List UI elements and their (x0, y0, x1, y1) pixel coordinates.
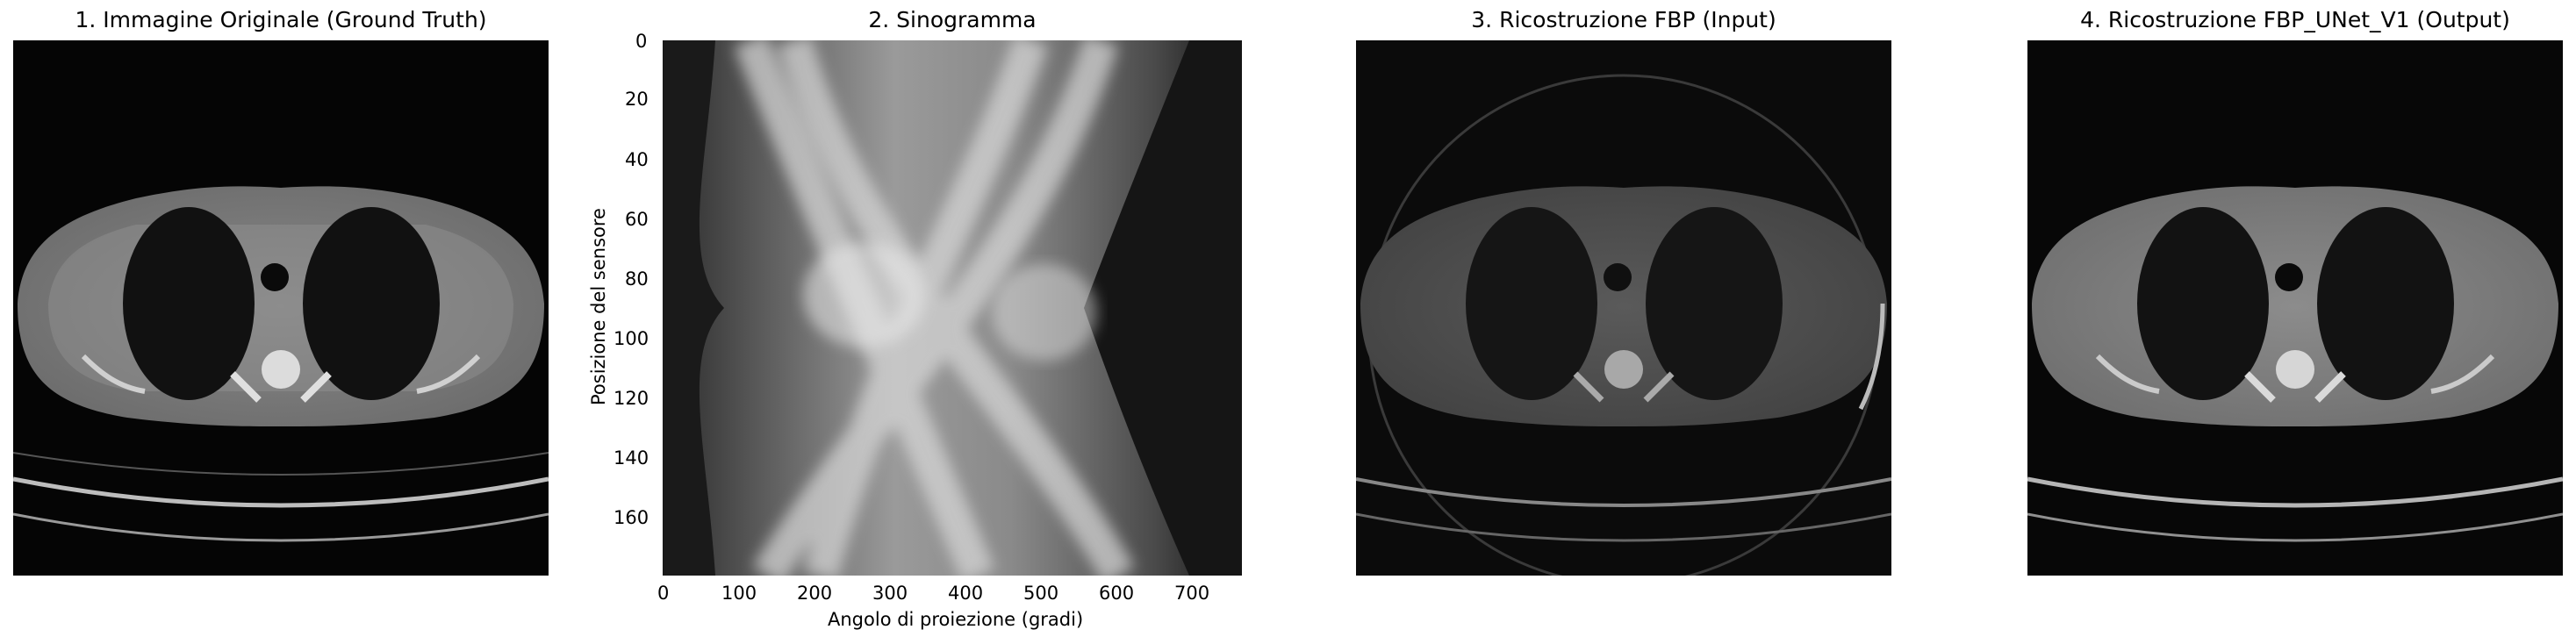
y-tick-label: 0 (635, 31, 648, 52)
y-tick-label: 120 (614, 388, 649, 409)
y-tick-label: 60 (625, 209, 649, 230)
sinogram-image (663, 40, 1242, 576)
x-tick-label: 400 (948, 583, 984, 604)
x-tick-label: 100 (721, 583, 757, 604)
x-tick-label: 0 (657, 583, 670, 604)
ground-truth-image (13, 40, 549, 576)
x-tick-label: 200 (797, 583, 833, 604)
x-tick-label: 500 (1023, 583, 1059, 604)
y-tick-label: 80 (625, 268, 649, 290)
y-axis-label: Posizione del sensore (588, 208, 609, 405)
fbp-input-image (1356, 40, 1891, 576)
panel-title-fbp-unet-output: 4. Ricostruzione FBP_UNet_V1 (Output) (2080, 7, 2510, 32)
panel-title-fbp-input: 3. Ricostruzione FBP (Input) (1471, 7, 1776, 32)
x-axis-label: Angolo di proiezione (gradi) (828, 609, 1084, 630)
y-tick-label: 40 (625, 149, 649, 170)
y-tick-label: 20 (625, 89, 649, 110)
y-tick-label: 160 (614, 507, 649, 528)
y-tick-label: 140 (614, 447, 649, 469)
panel-title-sinogram: 2. Sinogramma (868, 7, 1037, 32)
panel-title-ground-truth: 1. Immagine Originale (Ground Truth) (75, 7, 487, 32)
x-tick-label: 700 (1174, 583, 1210, 604)
x-tick-label: 300 (872, 583, 908, 604)
fbp-unet-output-image (2027, 40, 2563, 576)
x-tick-label: 600 (1099, 583, 1135, 604)
y-tick-label: 100 (614, 328, 649, 349)
